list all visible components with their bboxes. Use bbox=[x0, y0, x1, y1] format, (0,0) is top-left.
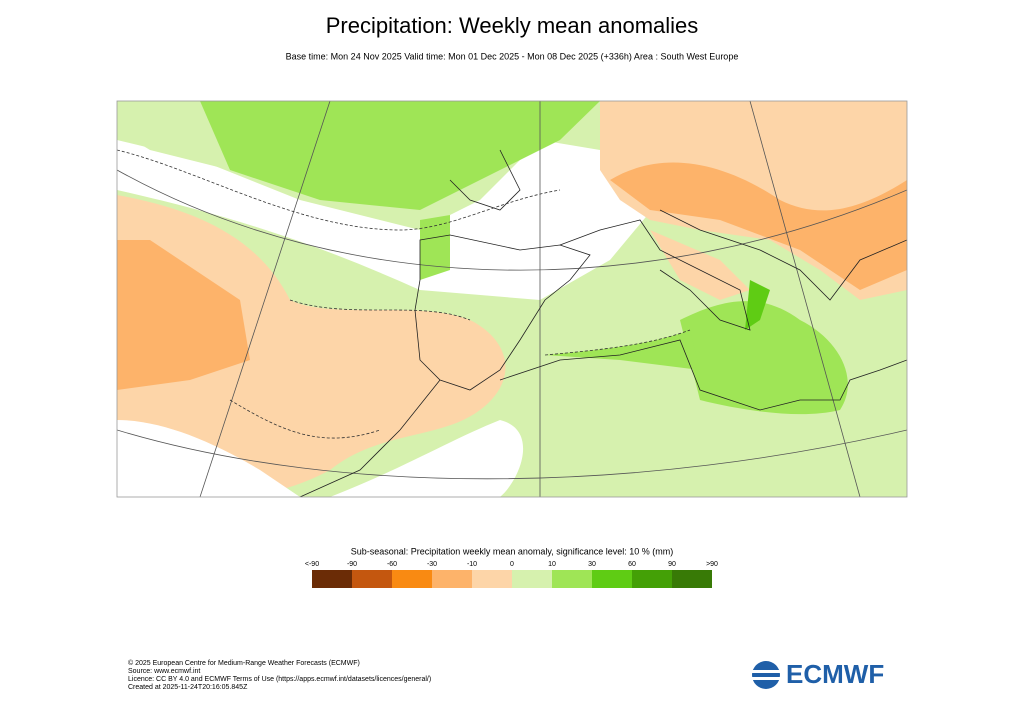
colorbar-label: 90 bbox=[668, 561, 676, 568]
colorbar-swatch bbox=[632, 570, 672, 588]
subtitle: Base time: Mon 24 Nov 2025 Valid time: M… bbox=[286, 51, 739, 61]
colorbar-swatch bbox=[552, 570, 592, 588]
colorbar-label: 10 bbox=[548, 561, 556, 568]
colorbar-label: 30 bbox=[588, 561, 596, 568]
colorbar-label: -10 bbox=[467, 561, 477, 568]
logo-text: ECMWF bbox=[786, 659, 884, 689]
colorbar-label: <-90 bbox=[305, 561, 319, 568]
colorbar-swatch bbox=[432, 570, 472, 588]
footer-line: Source: www.ecmwf.int bbox=[128, 668, 200, 675]
colorbar-swatch bbox=[352, 570, 392, 588]
colorbar-swatch bbox=[512, 570, 552, 588]
colorbar-label: 60 bbox=[628, 561, 636, 568]
colorbar: <-90 -90 -60 -30 -10 0 10 30 60 90 >90 bbox=[305, 561, 718, 588]
colorbar-label: -30 bbox=[427, 561, 437, 568]
footer-line: Created at 2025-11-24T20:16:05.845Z bbox=[128, 684, 248, 691]
colorbar-swatch bbox=[592, 570, 632, 588]
footer-line: Licence: CC BY 4.0 and ECMWF Terms of Us… bbox=[128, 676, 431, 683]
title: Precipitation: Weekly mean anomalies bbox=[326, 13, 699, 38]
colorbar-swatch bbox=[312, 570, 352, 588]
map bbox=[116, 100, 908, 498]
legend-title: Sub-seasonal: Precipitation weekly mean … bbox=[351, 546, 673, 556]
colorbar-label: 0 bbox=[510, 561, 514, 568]
colorbar-label: >90 bbox=[706, 561, 718, 568]
colorbar-swatch bbox=[672, 570, 712, 588]
logo: ECMWF bbox=[750, 659, 884, 689]
colorbar-label: -60 bbox=[387, 561, 397, 568]
colorbar-swatch bbox=[392, 570, 432, 588]
footer-line: © 2025 European Centre for Medium-Range … bbox=[128, 659, 360, 667]
footer: © 2025 European Centre for Medium-Range … bbox=[128, 659, 431, 691]
colorbar-label: -90 bbox=[347, 561, 357, 568]
colorbar-swatch bbox=[472, 570, 512, 588]
